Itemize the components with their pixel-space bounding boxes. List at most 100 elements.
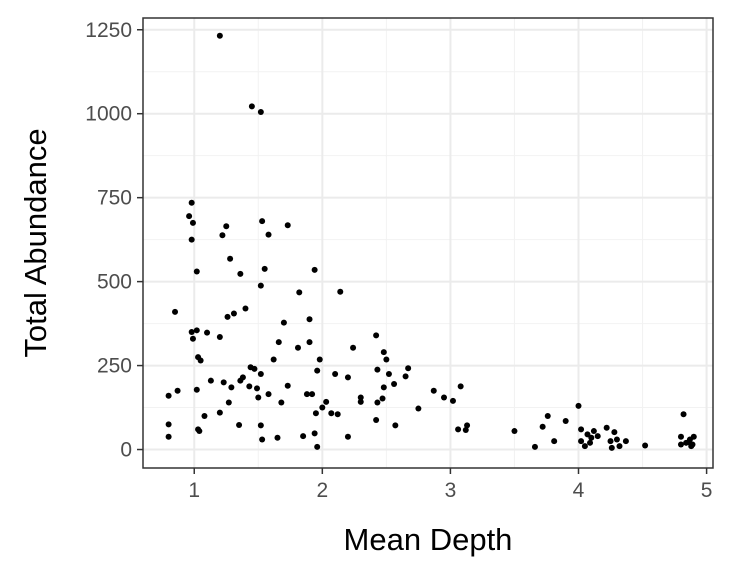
data-point: [265, 391, 272, 398]
data-point: [237, 270, 244, 277]
data-point: [590, 428, 597, 435]
plot-panel-background: [143, 18, 713, 468]
data-point: [306, 316, 313, 323]
minor-gridlines: [143, 18, 713, 468]
data-point: [275, 339, 282, 346]
data-point: [350, 344, 357, 351]
data-point: [239, 374, 246, 381]
data-point: [344, 433, 351, 440]
y-tick-label: 500: [97, 271, 132, 294]
data-point: [690, 433, 697, 440]
data-point: [280, 319, 287, 326]
data-point: [284, 382, 291, 389]
data-point: [380, 349, 387, 356]
data-point: [531, 443, 538, 450]
data-point: [578, 438, 585, 445]
y-tick-label: 0: [120, 439, 132, 462]
data-point: [392, 422, 399, 429]
y-axis-ticks: 0 250 500 750 1000 1250: [85, 19, 143, 462]
data-point: [278, 399, 285, 406]
plot-panel-border: [142, 17, 714, 469]
x-axis-title: Mean Depth: [344, 522, 513, 557]
data-point: [224, 313, 231, 320]
x-axis-ticks: 1 2 3 4 5: [188, 468, 712, 502]
data-point: [677, 441, 684, 448]
data-point: [186, 213, 193, 220]
data-point: [204, 329, 211, 336]
data-point: [587, 439, 594, 446]
data-point: [172, 308, 179, 315]
data-point: [457, 383, 464, 390]
data-point: [328, 410, 335, 417]
data-point: [357, 398, 364, 405]
data-point: [261, 265, 268, 272]
data-point: [225, 399, 232, 406]
data-point: [165, 421, 172, 428]
data-point: [314, 443, 321, 450]
data-point: [165, 392, 172, 399]
data-point: [246, 383, 253, 390]
data-point: [296, 289, 303, 296]
data-point: [581, 443, 588, 450]
data-point: [642, 442, 649, 449]
data-point: [251, 365, 258, 372]
data-point: [608, 444, 615, 451]
data-point: [462, 427, 469, 434]
data-point: [188, 199, 195, 206]
data-point: [680, 411, 687, 418]
data-point: [578, 426, 585, 433]
data-point: [303, 391, 310, 398]
data-point: [314, 367, 321, 374]
data-point: [357, 394, 364, 401]
data-point: [188, 328, 195, 335]
data-point: [544, 412, 551, 419]
data-point: [309, 391, 316, 398]
data-point: [677, 433, 684, 440]
data-point: [383, 356, 390, 363]
x-tick-label: 1: [188, 479, 200, 502]
data-point: [402, 373, 409, 380]
data-point: [379, 395, 386, 402]
data-point: [337, 288, 344, 295]
data-point: [196, 428, 203, 435]
data-point: [228, 384, 235, 391]
data-point: [312, 410, 319, 417]
y-tick-label: 1000: [85, 103, 132, 126]
data-point: [174, 387, 181, 394]
data-point: [265, 231, 272, 238]
data-point: [284, 222, 291, 229]
data-point: [255, 394, 262, 401]
data-point: [562, 417, 569, 424]
data-point: [242, 305, 249, 312]
data-point: [219, 232, 226, 239]
data-point: [216, 409, 223, 416]
data-point: [616, 443, 623, 450]
data-point: [254, 385, 260, 392]
data-point: [223, 223, 230, 230]
data-point: [539, 423, 546, 430]
data-point: [374, 366, 381, 373]
data-point: [230, 310, 237, 317]
data-point: [622, 438, 629, 445]
data-point: [188, 236, 195, 243]
x-tick-label: 3: [445, 479, 457, 502]
data-point: [430, 387, 437, 394]
data-point: [311, 430, 318, 437]
data-point: [449, 397, 456, 404]
data-point: [373, 416, 380, 423]
data-point: [300, 433, 307, 440]
data-point: [220, 379, 227, 386]
data-point: [374, 399, 381, 406]
data-point: [227, 255, 234, 262]
data-point: [257, 370, 264, 377]
y-tick-label: 250: [97, 355, 132, 378]
data-point: [257, 282, 264, 289]
data-point: [405, 365, 412, 372]
data-point: [464, 422, 471, 429]
y-axis-title: Total Abundance: [18, 128, 53, 357]
data-point: [391, 381, 398, 388]
data-point: [689, 441, 696, 448]
data-point: [441, 394, 448, 401]
data-point: [259, 218, 266, 225]
data-point: [193, 268, 200, 275]
